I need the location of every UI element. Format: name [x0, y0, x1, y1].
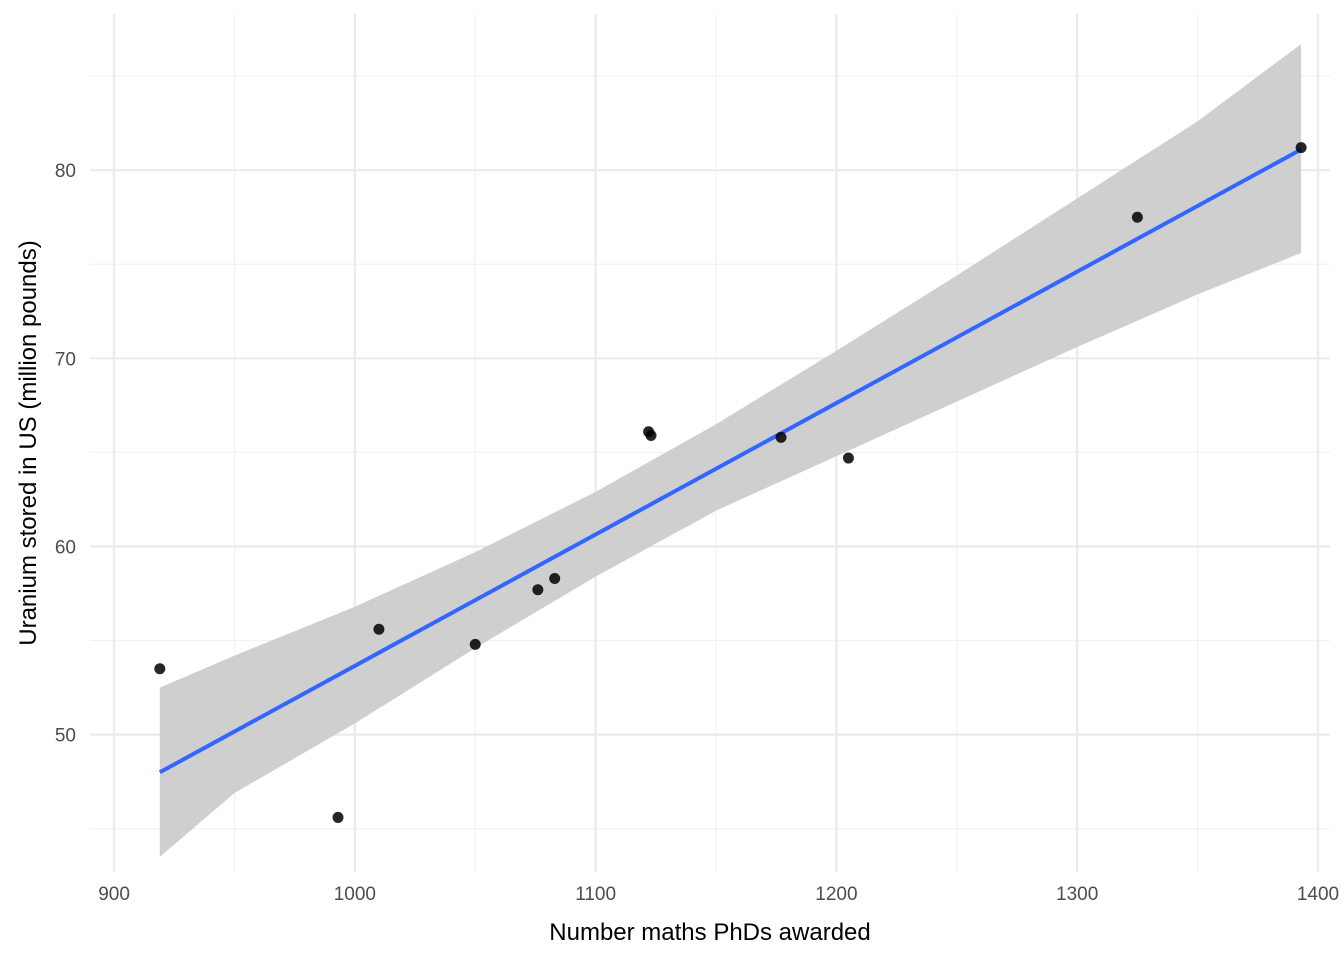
- data-point: [373, 623, 385, 635]
- data-point: [332, 811, 344, 823]
- x-tick-label: 1400: [1297, 884, 1339, 905]
- data-points: [154, 142, 1307, 823]
- regression-line: [158, 147, 1303, 775]
- x-tick-label: 900: [98, 884, 130, 905]
- data-point: [154, 663, 166, 675]
- data-point: [1131, 211, 1143, 223]
- data-point: [775, 431, 787, 443]
- data-point: [842, 452, 854, 464]
- y-axis-tick-labels: 50 60 70 80: [55, 161, 76, 746]
- data-point: [532, 584, 544, 596]
- data-point: [1295, 142, 1307, 154]
- y-tick-label: 70: [55, 349, 76, 370]
- x-tick-label: 1200: [815, 884, 857, 905]
- y-axis-title: Uranium stored in US (million pounds): [15, 240, 42, 646]
- y-tick-label: 60: [55, 537, 76, 558]
- data-point: [645, 429, 657, 441]
- x-axis-tick-labels: 900 1000 1100 1200 1300 1400: [98, 884, 1339, 905]
- x-tick-label: 1000: [334, 884, 376, 905]
- y-tick-label: 50: [55, 726, 76, 747]
- confidence-band: [159, 44, 1302, 857]
- y-tick-label: 80: [55, 161, 76, 182]
- x-axis-title: Number maths PhDs awarded: [549, 919, 870, 946]
- data-point: [549, 572, 561, 584]
- data-point: [469, 638, 481, 650]
- x-tick-label: 1300: [1056, 884, 1098, 905]
- x-tick-label: 1100: [575, 884, 616, 905]
